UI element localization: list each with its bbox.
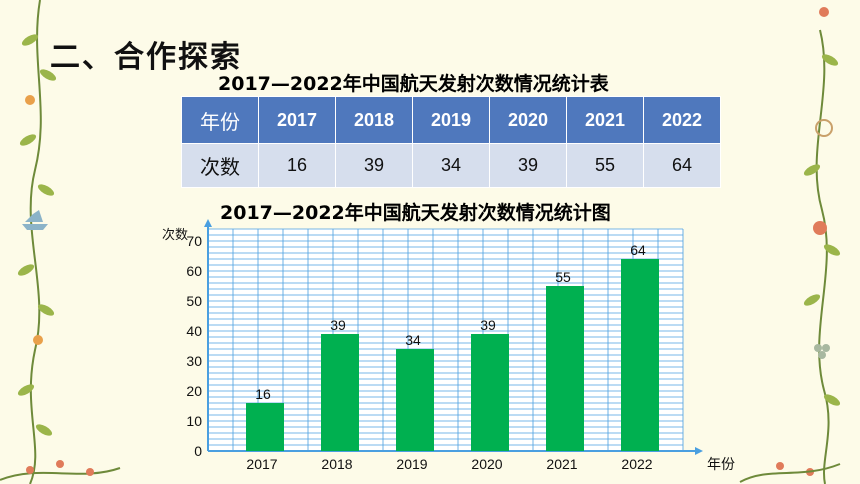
table-header-row: 年份 2017 2018 2019 2020 2021 2022 [181, 96, 721, 144]
chart-title: 2017—2022年中国航天发射次数情况统计图 [220, 202, 611, 224]
table-title: 2017—2022年中国航天发射次数情况统计表 [218, 73, 609, 95]
table-count-cell: 64 [643, 143, 721, 188]
bar-value-label: 39 [330, 317, 346, 333]
x-axis-label: 年份 [707, 457, 735, 473]
y-tick-label: 20 [186, 383, 202, 399]
table-year-cell: 2021 [566, 96, 644, 144]
bar-value-label: 55 [555, 269, 571, 285]
table-count-cell: 16 [258, 143, 336, 188]
y-axis-arrow [204, 219, 212, 227]
table-year-cell: 2017 [258, 96, 336, 144]
table-count-cell: 39 [335, 143, 413, 188]
left-vine-decoration [17, 0, 57, 484]
bar-value-label: 16 [255, 386, 271, 402]
y-tick-label: 0 [194, 443, 202, 459]
bar [396, 349, 434, 451]
y-tick-label: 10 [186, 413, 202, 429]
y-tick-label: 50 [186, 293, 202, 309]
y-tick-label: 30 [186, 353, 202, 369]
table-year-cell: 2019 [412, 96, 490, 144]
section-title: 二、合作探索 [50, 40, 242, 75]
table-count-cell: 39 [489, 143, 567, 188]
bar [321, 334, 359, 451]
plot-area [208, 229, 683, 451]
bar-value-label: 34 [405, 332, 421, 348]
y-tick-label: 70 [186, 233, 202, 249]
bar-value-label: 39 [480, 317, 496, 333]
y-tick-label: 40 [186, 323, 202, 339]
bar [621, 259, 659, 451]
bar-value-label: 64 [630, 242, 646, 258]
x-tick-label: 2022 [621, 456, 652, 472]
x-tick-label: 2020 [471, 456, 502, 472]
table-row-header-year: 年份 [181, 96, 259, 144]
launch-stats-table: 年份 2017 2018 2019 2020 2021 2022 次数 16 3… [181, 96, 721, 188]
y-axis-label: 次数 [162, 227, 188, 243]
bar [546, 286, 584, 451]
right-vine-decoration [803, 7, 841, 484]
table-count-cell: 55 [566, 143, 644, 188]
x-tick-label: 2019 [396, 456, 427, 472]
y-tick-label: 60 [186, 263, 202, 279]
bar [471, 334, 509, 451]
table-count-row: 次数 16 39 34 39 55 64 [181, 143, 721, 188]
x-tick-label: 2017 [246, 456, 277, 472]
table-count-cell: 34 [412, 143, 490, 188]
x-tick-label: 2021 [546, 456, 577, 472]
table-year-cell: 2020 [489, 96, 567, 144]
x-tick-label: 2018 [321, 456, 352, 472]
x-axis-arrow [695, 447, 703, 455]
table-row-header-count: 次数 [181, 143, 259, 188]
table-year-cell: 2018 [335, 96, 413, 144]
bottom-vine-decoration [0, 460, 841, 483]
bar [246, 403, 284, 451]
